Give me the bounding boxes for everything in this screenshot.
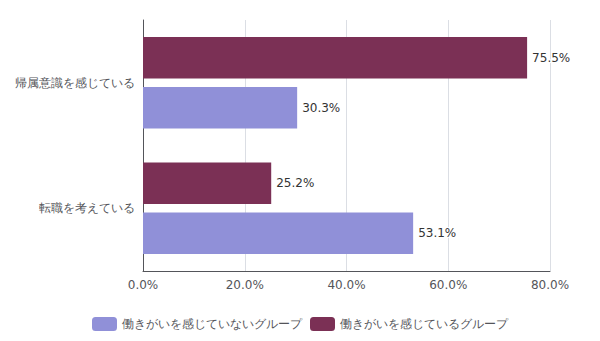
svg-text:25.2%: 25.2% bbox=[276, 176, 314, 190]
svg-text:40.0%: 40.0% bbox=[327, 278, 365, 292]
svg-text:60.0%: 60.0% bbox=[429, 278, 467, 292]
svg-text:0.0%: 0.0% bbox=[128, 278, 159, 292]
svg-text:80.0%: 80.0% bbox=[531, 278, 569, 292]
svg-text:30.3%: 30.3% bbox=[302, 101, 340, 115]
svg-text:働きがいを感じているグループ: 働きがいを感じているグループ bbox=[340, 317, 509, 331]
svg-text:53.1%: 53.1% bbox=[418, 226, 456, 240]
svg-text:転職を考えている: 転職を考えている bbox=[39, 201, 135, 215]
svg-text:帰属意識を感じている: 帰属意識を感じている bbox=[15, 76, 135, 90]
svg-text:75.5%: 75.5% bbox=[532, 51, 570, 65]
svg-text:20.0%: 20.0% bbox=[226, 278, 264, 292]
svg-text:働きがいを感じていないグループ: 働きがいを感じていないグループ bbox=[122, 317, 303, 331]
